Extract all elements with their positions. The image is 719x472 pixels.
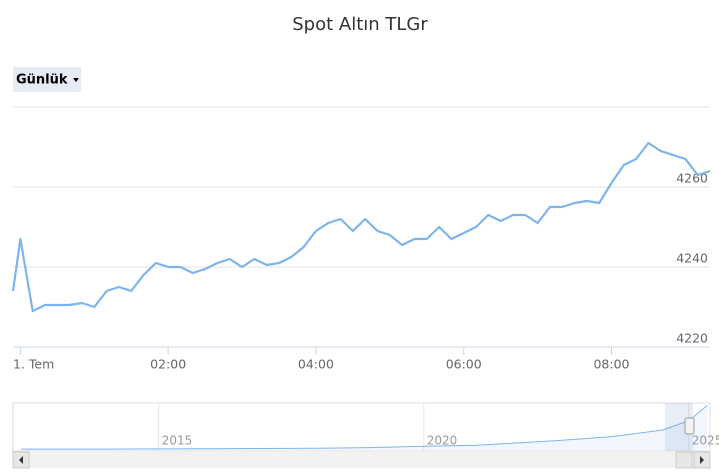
y-tick-label: 4220 [676, 331, 708, 346]
x-tick-label: 02:00 [150, 357, 186, 372]
nav-tick-label: 2015 [162, 434, 193, 448]
range-selector[interactable]: Günlük [13, 67, 81, 92]
scroll-right-arrow [700, 456, 704, 464]
range-button-bg[interactable] [13, 67, 81, 92]
x-tick-label: 06:00 [446, 357, 482, 372]
navigator-frame [12, 402, 711, 452]
range-button[interactable]: Günlük [16, 73, 68, 88]
scrollbar[interactable] [12, 451, 711, 469]
price-line [11, 141, 711, 313]
nav-tick-label: 2025 [692, 434, 719, 448]
scroll-left-arrow [19, 456, 23, 464]
y-tick-label: 4240 [676, 251, 708, 266]
area-fill [20, 405, 708, 450]
dropdown-arrow[interactable] [73, 78, 79, 82]
x-tick-label: 1. Tem [13, 357, 54, 372]
chart-title: Spot Altın TLGr [292, 14, 428, 35]
x-tick-label: 04:00 [298, 357, 334, 372]
navigator-line [21, 405, 708, 450]
nav-tick-label: 2020 [427, 434, 458, 448]
x-tick-label: 08:00 [593, 357, 629, 372]
scrollbar-track[interactable] [13, 452, 710, 468]
scroll-thumb[interactable] [675, 451, 693, 469]
navigator-handle[interactable] [684, 417, 695, 435]
